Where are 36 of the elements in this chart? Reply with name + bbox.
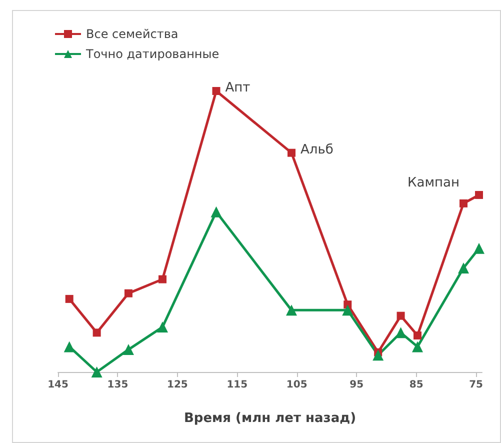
point [474, 242, 485, 254]
x-tick-label: 85 [409, 380, 424, 390]
annotation: Альб [300, 142, 334, 158]
point [210, 206, 222, 218]
point [64, 341, 75, 352]
x-tick-label: 145 [48, 380, 68, 390]
point [65, 294, 74, 303]
point [414, 331, 422, 340]
point [475, 190, 484, 199]
x-tick-label: 135 [107, 380, 128, 390]
point [158, 275, 167, 284]
point [122, 344, 134, 356]
x-tick-label: 115 [226, 380, 248, 390]
point [286, 304, 297, 316]
annotation: Кампан [408, 175, 460, 190]
point [458, 262, 469, 274]
point [412, 341, 424, 352]
point [342, 304, 354, 316]
x-tick-label: 105 [286, 380, 308, 390]
point [395, 327, 406, 338]
x-tick-label: 125 [167, 380, 188, 390]
point [396, 312, 405, 320]
x-tick-label: 75 [469, 380, 484, 390]
point [157, 322, 168, 333]
point [91, 366, 102, 378]
x-axis-title: Время (млн лет назад) [184, 411, 356, 426]
point [92, 328, 101, 337]
point [372, 350, 384, 361]
point [124, 289, 132, 298]
point [459, 199, 468, 208]
point [212, 87, 220, 95]
point [288, 148, 296, 157]
x-tick-label: 95 [350, 380, 364, 390]
legend-label: Точно датированные [85, 47, 220, 61]
legend-label: Все семейства [86, 27, 178, 41]
annotation: Апт [225, 80, 251, 96]
